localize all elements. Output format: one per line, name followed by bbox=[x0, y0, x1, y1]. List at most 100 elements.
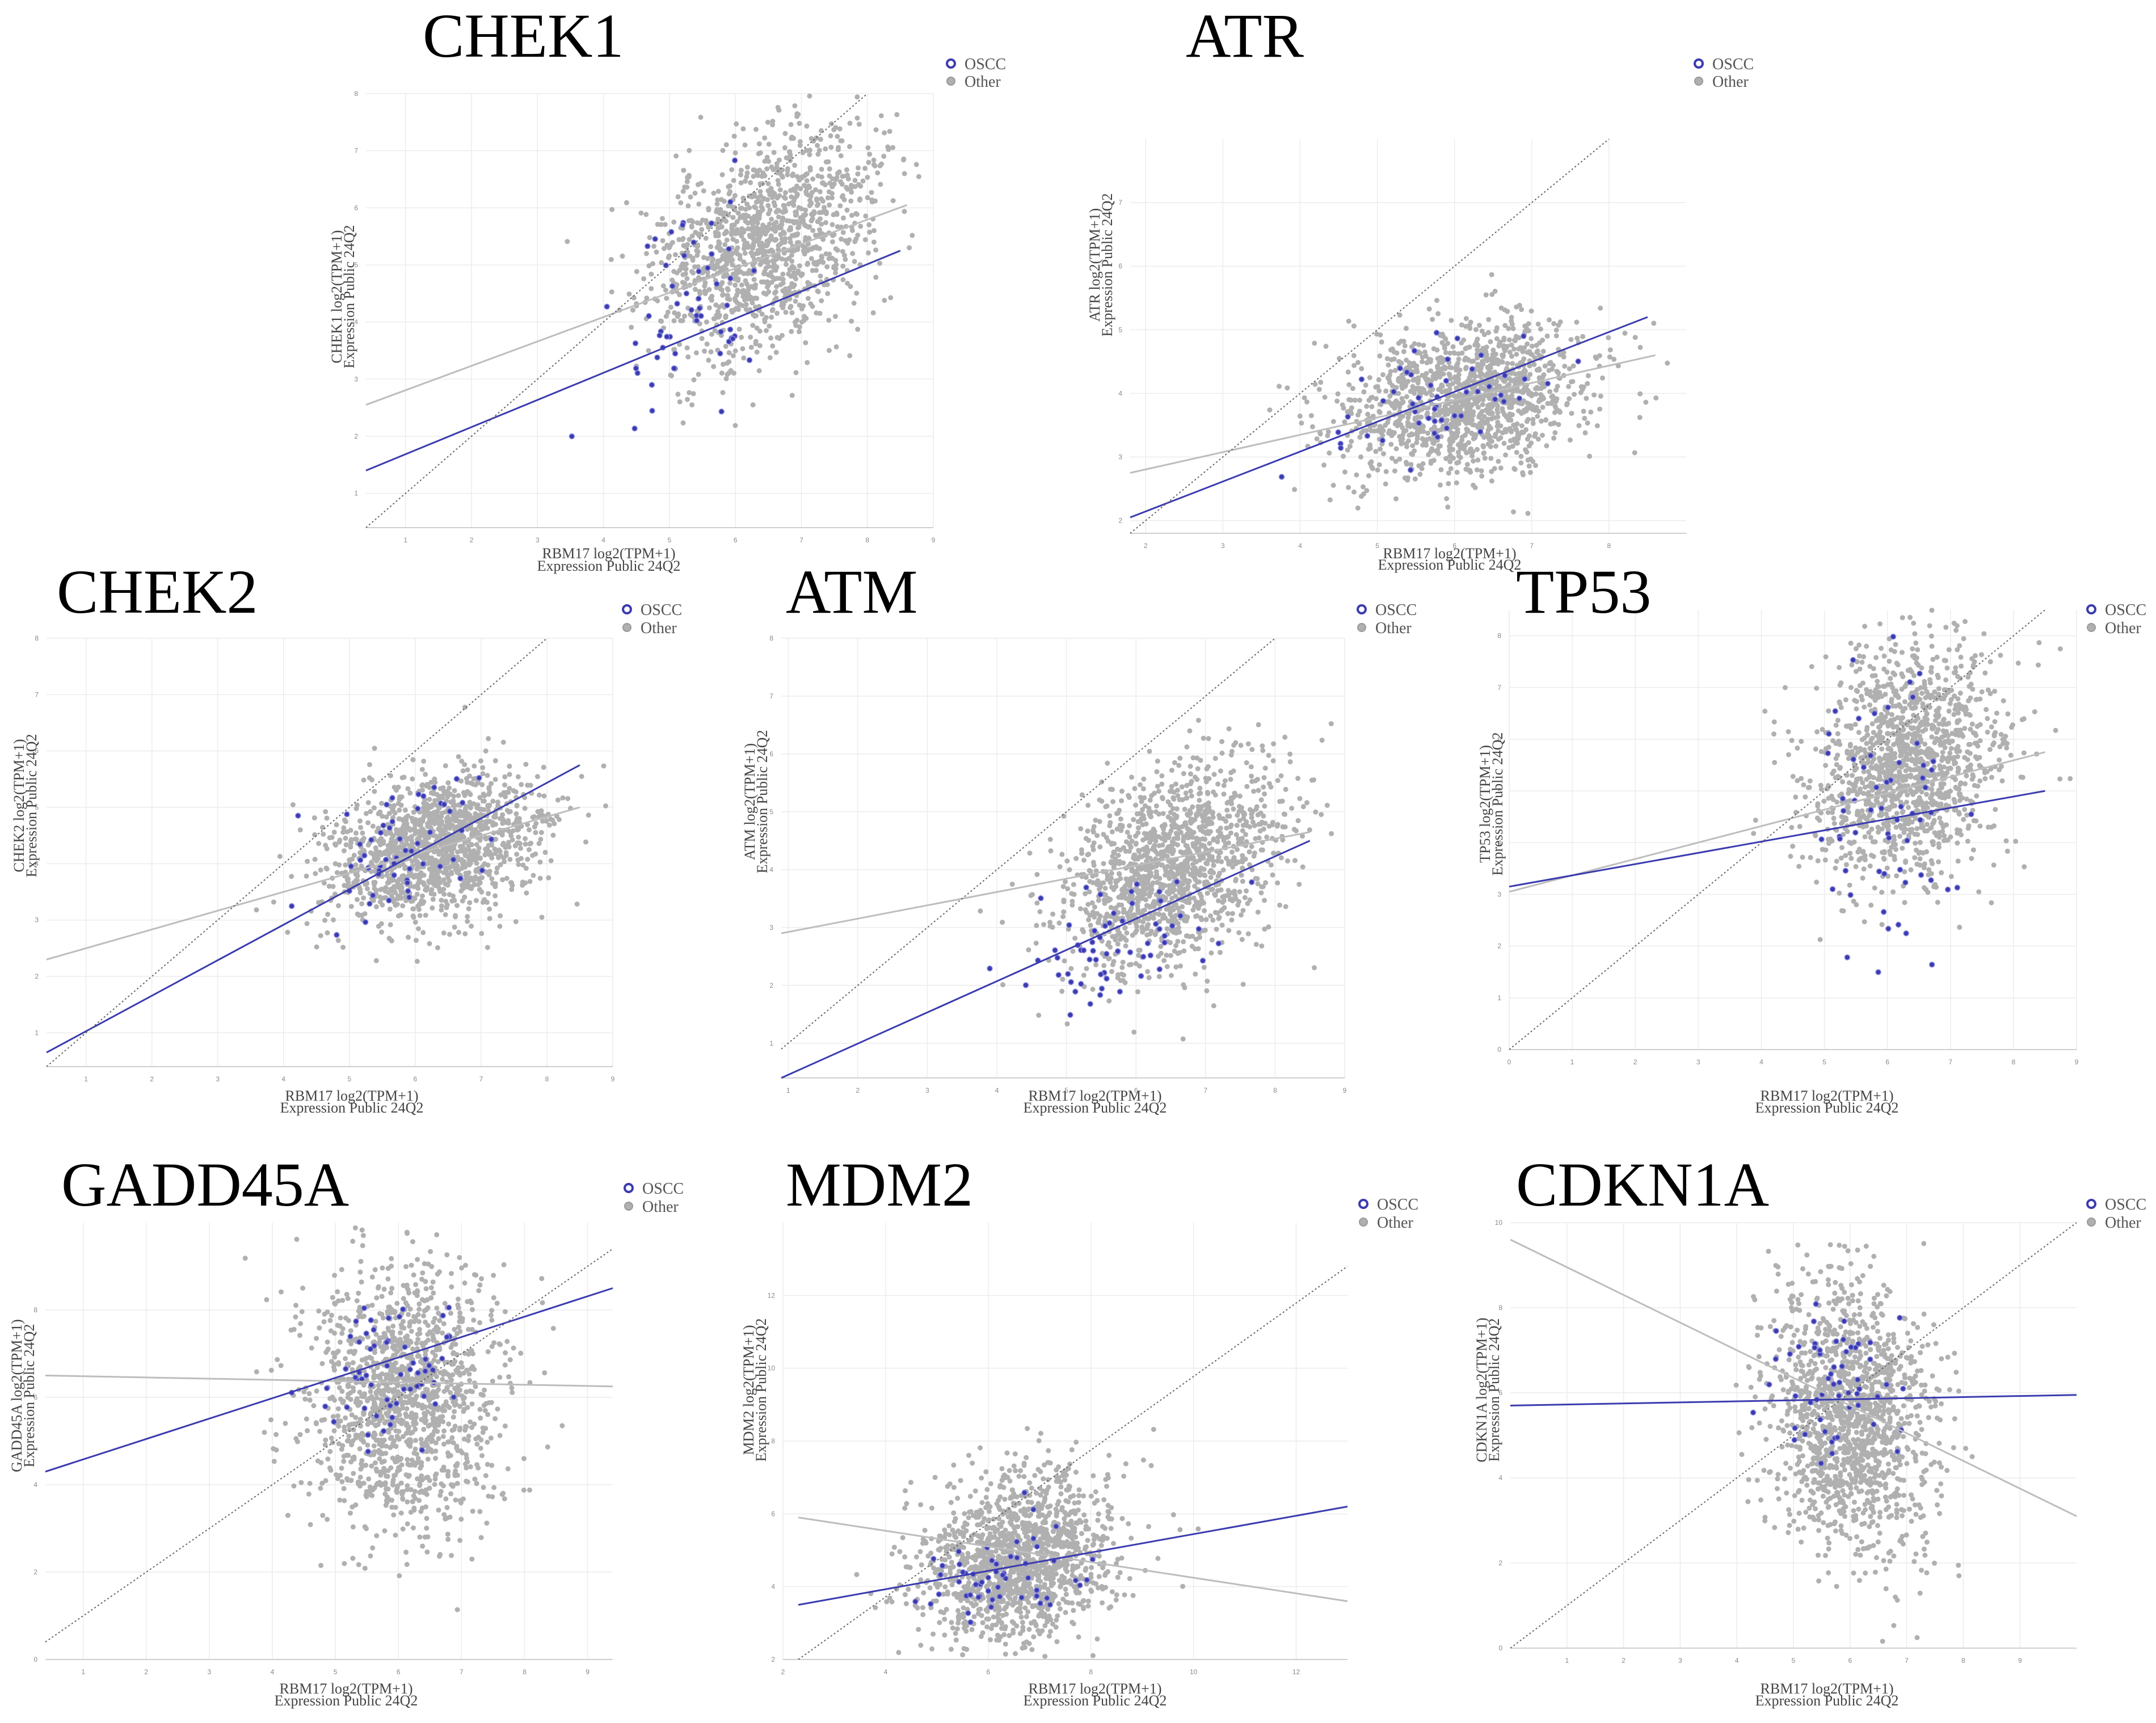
other-point bbox=[1214, 926, 1219, 932]
other-point bbox=[424, 812, 429, 818]
other-point bbox=[378, 887, 384, 892]
other-point bbox=[767, 221, 772, 227]
other-point bbox=[508, 880, 514, 886]
other-point bbox=[430, 896, 436, 902]
oscc-point bbox=[406, 894, 412, 900]
other-point bbox=[680, 420, 686, 426]
oscc-point bbox=[1431, 406, 1438, 412]
other-point bbox=[490, 798, 496, 804]
other-point bbox=[527, 847, 532, 853]
other-point bbox=[852, 178, 858, 183]
other-point bbox=[813, 187, 818, 192]
other-point bbox=[734, 121, 739, 127]
other-point bbox=[658, 222, 664, 228]
other-point bbox=[1355, 505, 1361, 511]
other-point bbox=[717, 313, 722, 318]
other-point bbox=[458, 888, 464, 894]
other-point bbox=[1459, 437, 1465, 443]
other-point bbox=[649, 271, 654, 277]
other-point bbox=[775, 178, 781, 183]
other-point bbox=[1345, 447, 1350, 453]
other-point bbox=[1249, 773, 1254, 779]
other-point bbox=[672, 310, 677, 315]
other-point bbox=[1115, 975, 1121, 980]
other-point bbox=[767, 237, 773, 242]
oscc-point bbox=[1492, 396, 1498, 402]
other-point bbox=[416, 926, 421, 932]
other-point bbox=[468, 805, 473, 811]
other-point bbox=[694, 252, 700, 258]
other-point bbox=[603, 803, 608, 808]
other-point bbox=[823, 159, 829, 165]
other-point bbox=[803, 207, 809, 213]
other-point bbox=[750, 262, 756, 268]
other-point bbox=[727, 280, 732, 286]
x-tick-label: 4 bbox=[995, 1086, 999, 1094]
other-point bbox=[1295, 818, 1301, 823]
other-point bbox=[685, 397, 690, 402]
other-point bbox=[712, 328, 718, 334]
other-point bbox=[1501, 352, 1506, 358]
other-point bbox=[1373, 449, 1379, 454]
other-point bbox=[886, 146, 891, 152]
other-point bbox=[445, 780, 451, 786]
other-point bbox=[797, 121, 802, 126]
other-point bbox=[386, 811, 392, 816]
oscc-point bbox=[357, 841, 363, 848]
other-point bbox=[744, 165, 750, 170]
other-point bbox=[443, 912, 448, 917]
oscc-point bbox=[1443, 378, 1450, 384]
y-tick-label: 2 bbox=[1118, 517, 1122, 525]
other-point bbox=[460, 898, 465, 904]
other-point bbox=[762, 135, 768, 141]
other-point bbox=[757, 150, 763, 155]
other-point bbox=[754, 325, 760, 331]
other-point bbox=[435, 945, 440, 950]
other-point bbox=[1532, 355, 1538, 361]
other-point bbox=[791, 248, 797, 254]
other-point bbox=[789, 393, 795, 398]
other-point bbox=[706, 305, 712, 311]
other-point bbox=[736, 326, 742, 332]
other-point bbox=[669, 277, 675, 283]
other-point bbox=[447, 932, 452, 937]
other-point bbox=[1482, 456, 1488, 461]
other-point bbox=[372, 879, 378, 885]
other-point bbox=[1514, 304, 1519, 310]
other-point bbox=[862, 237, 868, 242]
other-point bbox=[1566, 384, 1572, 389]
x-tick-label: 1 bbox=[786, 1086, 790, 1094]
other-point bbox=[738, 205, 743, 211]
other-point bbox=[765, 181, 771, 187]
other-point bbox=[871, 157, 877, 163]
other-point bbox=[316, 841, 322, 846]
other-point bbox=[1506, 326, 1511, 331]
x-tick-label: 7 bbox=[479, 1075, 483, 1083]
oscc-point bbox=[645, 243, 651, 250]
other-point bbox=[1463, 355, 1468, 361]
oscc-point bbox=[705, 265, 711, 271]
other-point bbox=[765, 120, 770, 125]
other-point bbox=[373, 848, 379, 853]
other-point bbox=[744, 170, 750, 176]
other-point bbox=[432, 812, 438, 817]
other-point bbox=[852, 184, 858, 189]
other-point bbox=[1209, 937, 1215, 943]
oscc-point bbox=[1397, 365, 1404, 372]
other-point bbox=[437, 786, 443, 791]
other-point bbox=[765, 203, 771, 208]
other-point bbox=[723, 343, 729, 349]
other-point bbox=[1351, 323, 1357, 329]
other-point bbox=[801, 212, 807, 218]
other-point bbox=[817, 227, 823, 233]
other-point bbox=[443, 881, 448, 887]
y-tick-label: 7 bbox=[354, 147, 358, 155]
other-point bbox=[1528, 406, 1534, 411]
oscc-point bbox=[488, 836, 495, 842]
other-point bbox=[665, 309, 671, 315]
x-tick-label: 9 bbox=[1343, 1086, 1347, 1094]
other-point bbox=[1377, 353, 1383, 359]
other-point bbox=[730, 224, 735, 229]
other-point bbox=[730, 214, 736, 220]
other-point bbox=[748, 234, 753, 239]
